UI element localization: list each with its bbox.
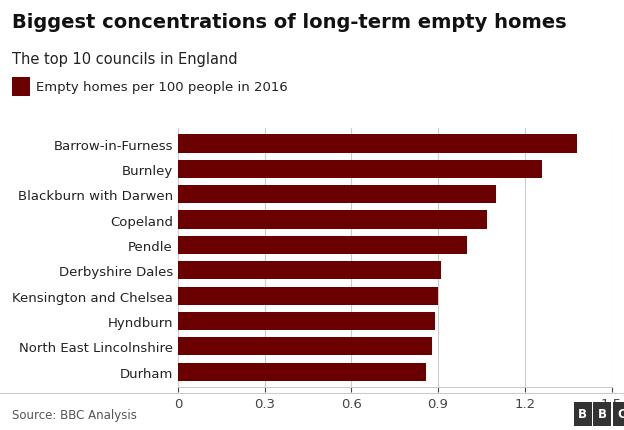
Bar	[178, 287, 438, 305]
Text: B: B	[578, 407, 587, 421]
Text: B: B	[598, 407, 607, 421]
Bar	[178, 363, 426, 381]
Bar	[178, 211, 487, 229]
Bar	[178, 261, 441, 280]
Text: Source: BBC Analysis: Source: BBC Analysis	[12, 408, 137, 421]
Text: Biggest concentrations of long-term empty homes: Biggest concentrations of long-term empt…	[12, 13, 567, 32]
Text: C: C	[617, 407, 624, 421]
Text: Empty homes per 100 people in 2016: Empty homes per 100 people in 2016	[36, 80, 288, 93]
Bar	[178, 135, 577, 153]
Text: The top 10 councils in England: The top 10 councils in England	[12, 52, 238, 67]
Bar	[178, 186, 496, 204]
Bar	[178, 160, 542, 178]
Bar	[178, 312, 435, 330]
Bar	[178, 236, 467, 255]
Bar	[178, 338, 432, 356]
